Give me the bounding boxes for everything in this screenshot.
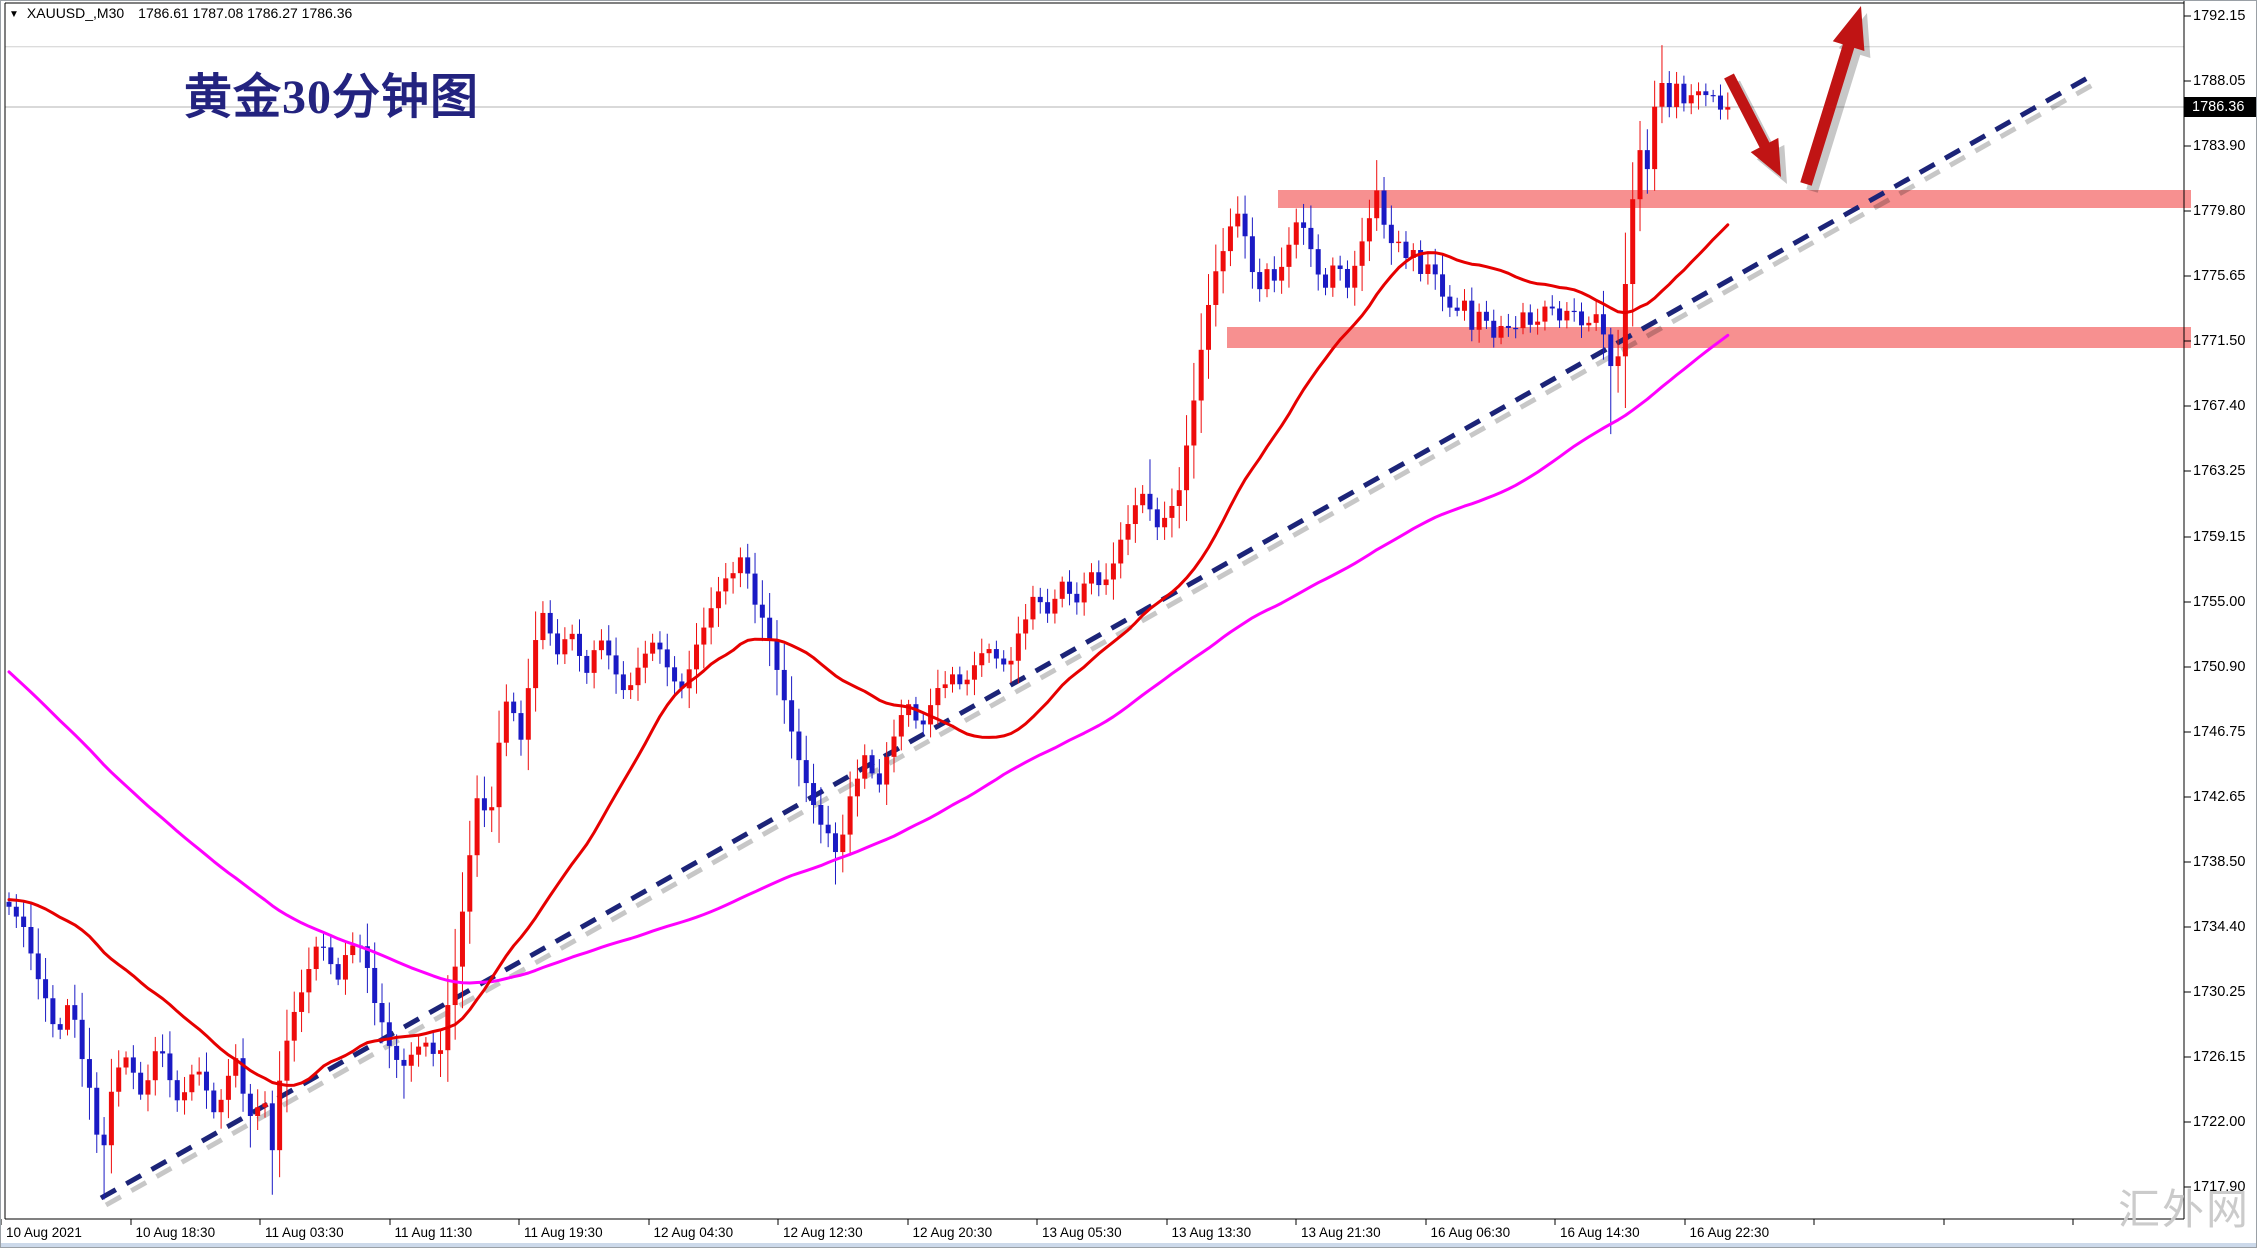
chart-title-annotation[interactable]: 黄金30分钟图: [184, 71, 480, 124]
time-axis-label: 16 Aug 22:30: [1689, 1225, 1770, 1240]
price-axis-label: 1750.90: [2193, 658, 2246, 675]
time-axis-label: 11 Aug 11:30: [394, 1225, 473, 1240]
time-axis-label: 12 Aug 20:30: [912, 1225, 993, 1240]
upper-resistance-zone[interactable]: [1278, 190, 2191, 208]
price-axis-label: 1788.05: [2193, 73, 2246, 90]
chart-frame: [1, 1, 2191, 1225]
ohlc-values: 1786.61 1787.08 1786.27 1786.36: [138, 5, 353, 21]
price-axis-label: 1767.40: [2193, 398, 2246, 415]
window-bottom-edge: [1, 1243, 2256, 1247]
time-axis-label: 10 Aug 2021: [6, 1225, 82, 1240]
time-axis-label: 13 Aug 05:30: [1042, 1225, 1122, 1240]
price-axis-label: 1717.90: [2193, 1179, 2246, 1196]
symbol-dropdown-icon[interactable]: ▼: [9, 9, 19, 20]
price-axis-label: 1792.15: [2193, 8, 2246, 24]
ascending-trendline[interactable]: [99, 73, 2093, 1201]
time-axis-label: 11 Aug 19:30: [524, 1225, 603, 1240]
candles: [6, 45, 1731, 1200]
price-axis-label: 1783.90: [2193, 138, 2246, 155]
bounce-up-arrow[interactable]: [1800, 6, 1865, 186]
symbol-label: XAUUSD_,M30: [26, 5, 125, 21]
chart-header: ▼ XAUUSD_,M30 1786.61 1787.08 1786.27 1786…: [9, 5, 352, 21]
time-axis-label: 13 Aug 21:30: [1301, 1225, 1381, 1240]
price-axis-label: 1726.15: [2193, 1049, 2246, 1066]
lower-support-zone[interactable]: [1227, 327, 2191, 348]
time-axis-label: 16 Aug 14:30: [1560, 1225, 1640, 1240]
pullback-down-arrow[interactable]: [1724, 73, 1781, 178]
ma-fast-red: [7, 223, 1730, 1087]
price-axis-label: 1759.15: [2193, 528, 2246, 545]
annotation-arrows: [1724, 6, 1871, 193]
time-axis-label: 11 Aug 03:30: [265, 1225, 344, 1240]
price-axis-label: 1722.00: [2193, 1114, 2246, 1131]
price-axis-label: 1730.25: [2193, 984, 2246, 1001]
time-axis-label: 12 Aug 04:30: [653, 1225, 734, 1240]
price-axis-label: 1738.50: [2193, 853, 2246, 870]
price-axis-label: 1755.00: [2193, 593, 2246, 610]
site-watermark: 汇外网: [2117, 1186, 2250, 1233]
price-axis-label: 1771.50: [2193, 333, 2246, 350]
current-price-tag: 1786.36: [2184, 97, 2256, 117]
price-axis-label: 1775.65: [2193, 268, 2246, 285]
time-axis-label: 13 Aug 13:30: [1171, 1225, 1252, 1240]
sr-zones: [1227, 190, 2191, 348]
trendline-shadow: [104, 80, 2098, 1208]
time-axis-label: 16 Aug 06:30: [1430, 1225, 1511, 1240]
time-axis-label: 10 Aug 18:30: [135, 1225, 216, 1240]
price-axis-label: 1779.80: [2193, 203, 2246, 220]
time-axis-label: 12 Aug 12:30: [783, 1225, 863, 1240]
ma-slow-magenta: [7, 333, 1730, 985]
price-axis-label: 1763.25: [2193, 463, 2246, 480]
price-axis-label: 1734.40: [2193, 918, 2246, 935]
price-axis-label: 1746.75: [2193, 723, 2246, 740]
price-axis-label: 1742.65: [2193, 788, 2246, 805]
